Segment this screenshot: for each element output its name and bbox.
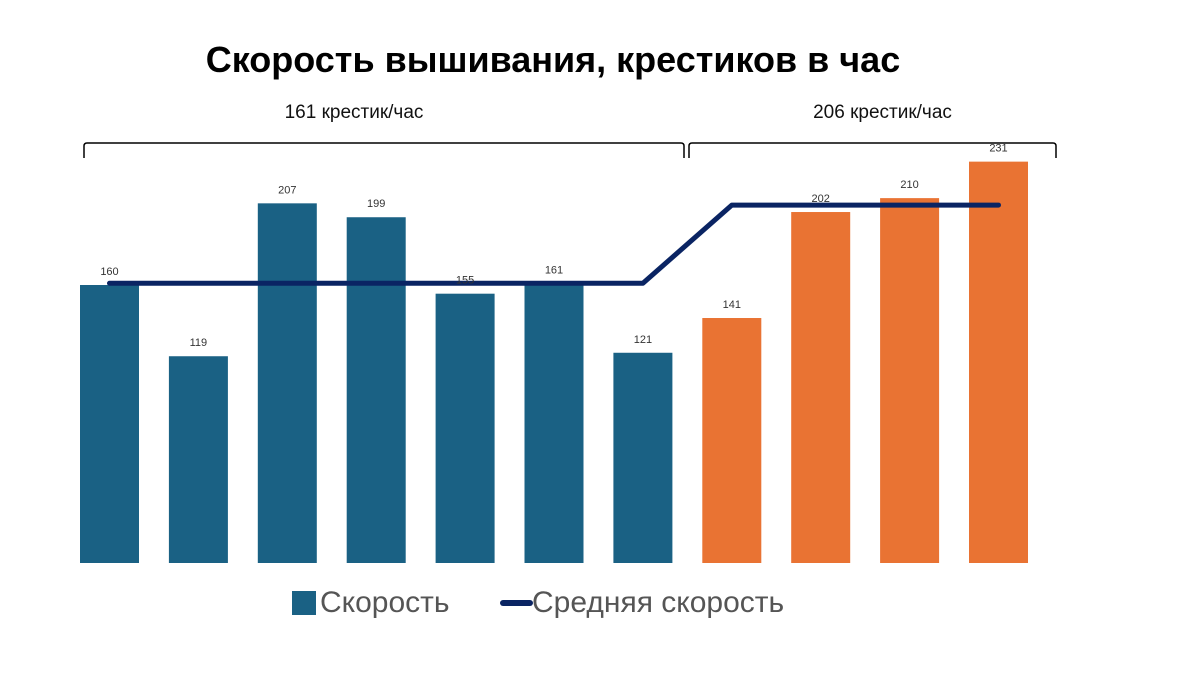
data-label: 141: [723, 299, 741, 311]
bar: [524, 283, 584, 563]
group-label: 161 крестик/час: [285, 102, 424, 123]
data-label: 160: [100, 266, 118, 278]
bar: [702, 318, 762, 563]
bar: [435, 293, 495, 563]
chart-title: Скорость вышивания, крестиков в час: [206, 39, 900, 80]
data-label: 155: [456, 275, 474, 287]
data-label: 161: [545, 264, 563, 276]
data-label: 199: [367, 198, 385, 210]
legend-swatch-bar: [292, 591, 316, 615]
bar: [346, 217, 406, 564]
group-bracket: [83, 142, 685, 158]
legend-label-line: Средняя скорость: [532, 586, 784, 619]
bar: [791, 212, 851, 563]
bar: [969, 161, 1028, 563]
group-bracket: [688, 142, 1057, 158]
bar: [257, 203, 317, 563]
average-line: [107, 202, 1001, 286]
data-label: 207: [278, 184, 296, 196]
bar: [880, 198, 940, 563]
data-label: 210: [900, 179, 918, 191]
bar: [80, 285, 139, 563]
data-label: 202: [812, 193, 830, 205]
bar: [168, 356, 228, 563]
legend-label-bar: Скорость: [320, 586, 450, 619]
bar: [613, 352, 673, 563]
group-label: 206 крестик/час: [813, 102, 952, 123]
legend: Скорость Средняя скорость: [292, 586, 784, 619]
data-label: 231: [989, 143, 1007, 155]
data-label: 121: [634, 334, 652, 346]
data-label: 119: [190, 337, 208, 349]
